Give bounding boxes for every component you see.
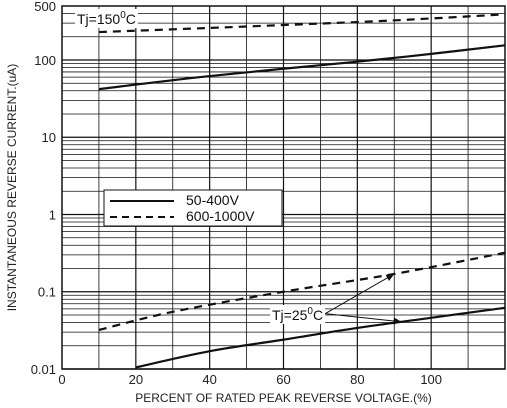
legend-box — [103, 189, 283, 227]
y-tick-labels: 0.01 0.1 1 10 100 500 — [31, 0, 56, 377]
tj-25-label: Tj=250C — [272, 306, 323, 323]
y-tick-label: 0.01 — [31, 362, 56, 377]
x-tick-label: 60 — [276, 372, 290, 387]
series-tj150c-dashed — [98, 13, 506, 34]
legend-label-50-400v: 50-400V — [186, 192, 240, 208]
tj-25-prefix: Tj=25 — [272, 307, 308, 323]
tj-25-arrowhead-dashed — [385, 273, 395, 281]
x-tick-label: 40 — [202, 372, 216, 387]
y-tick-label: 10 — [42, 130, 56, 145]
y-axis-label: INSTANTANEOUS REVERSE CURRENT.(uA) — [5, 64, 19, 312]
major-grid — [62, 6, 505, 370]
tj-150-prefix: Tj=150 — [77, 11, 120, 27]
tj-25-arrow-to-solid — [325, 313, 402, 323]
plot-frame — [61, 5, 506, 370]
legend: 50-400V 600-1000V — [103, 189, 283, 227]
tj-150-annotation-bg — [75, 9, 138, 28]
tj-150-annotation: Tj=1500C — [75, 9, 138, 28]
tj-25-arrowhead-solid — [393, 317, 402, 325]
x-axis-label: PERCENT OF RATED PEAK REVERSE VOLTAGE.(%… — [135, 391, 432, 405]
tj-25-suffix: C — [313, 307, 323, 323]
series-layer — [98, 13, 506, 369]
x-tick-label: 20 — [129, 372, 143, 387]
legend-label-600-1000v: 600-1000V — [186, 208, 255, 224]
series-tj25c-dashed — [98, 251, 506, 332]
x-tick-label: 100 — [420, 372, 442, 387]
x-tick-label: 0 — [58, 372, 65, 387]
y-tick-label: 0.1 — [38, 285, 56, 300]
tj-25-arrow-to-dashed — [324, 273, 395, 315]
y-tick-label: 500 — [34, 0, 56, 14]
x-tick-labels: 0 20 40 60 80 100 — [58, 372, 442, 387]
tj-150-label: Tj=1500C — [77, 10, 136, 27]
y-tick-label: 1 — [49, 207, 56, 222]
tj-25-annotation: Tj=250C — [270, 273, 402, 325]
series-tj150c-solid — [98, 44, 506, 91]
tj-25-annotation-bg — [270, 305, 326, 324]
tj-150-sup: 0 — [120, 10, 126, 21]
series-tj25c-solid — [135, 306, 506, 369]
tj-150-suffix: C — [126, 11, 136, 27]
x-tick-label: 80 — [350, 372, 364, 387]
y-tick-label: 100 — [34, 53, 56, 68]
tj-25-sup: 0 — [307, 306, 313, 317]
